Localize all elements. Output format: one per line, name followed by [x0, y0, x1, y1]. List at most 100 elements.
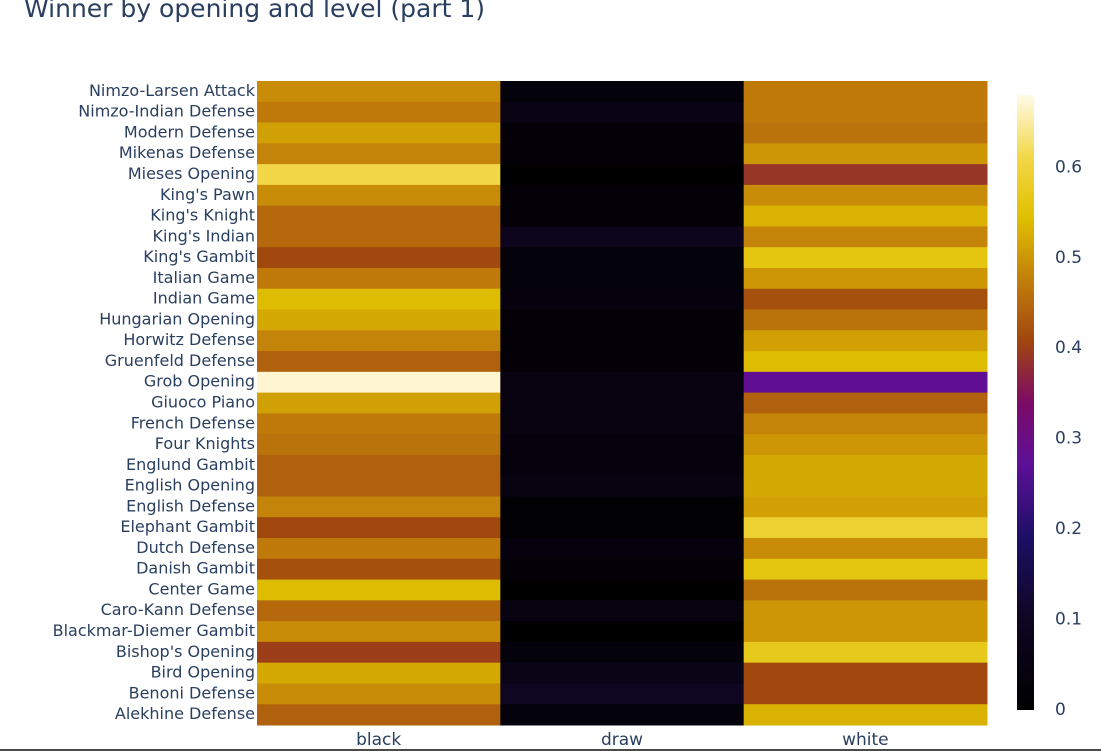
- heatmap-cell[interactable]: [500, 267, 745, 290]
- heatmap-cell[interactable]: [257, 143, 501, 165]
- heatmap-cell[interactable]: [743, 641, 988, 664]
- heatmap-cell[interactable]: [743, 662, 988, 684]
- heatmap-cell[interactable]: [257, 164, 501, 186]
- heatmap-cell[interactable]: [500, 351, 745, 373]
- heatmap-cell[interactable]: [743, 81, 988, 103]
- heatmap-cell[interactable]: [257, 371, 501, 394]
- heatmap-cell[interactable]: [500, 330, 745, 352]
- heatmap-cell[interactable]: [500, 309, 745, 331]
- heatmap-cell[interactable]: [500, 247, 745, 269]
- heatmap-cell[interactable]: [257, 351, 501, 373]
- heatmap-cell[interactable]: [743, 247, 988, 269]
- heatmap-cell[interactable]: [743, 621, 988, 643]
- heatmap-cell[interactable]: [257, 205, 501, 227]
- heatmap-cell[interactable]: [743, 351, 988, 373]
- heatmap-cell[interactable]: [257, 81, 501, 103]
- heatmap-cell[interactable]: [743, 330, 988, 352]
- heatmap-cell[interactable]: [743, 475, 988, 497]
- heatmap-cell[interactable]: [743, 101, 988, 124]
- heatmap-cell[interactable]: [500, 621, 745, 643]
- heatmap-cell[interactable]: [257, 621, 501, 643]
- heatmap-cell[interactable]: [743, 392, 988, 414]
- heatmap-cell[interactable]: [257, 454, 501, 477]
- heatmap-cell[interactable]: [257, 413, 501, 435]
- heatmap-cell[interactable]: [743, 184, 988, 207]
- heatmap-cell[interactable]: [257, 517, 501, 539]
- heatmap-cell[interactable]: [500, 558, 745, 581]
- heatmap-cell[interactable]: [500, 81, 745, 103]
- heatmap-cell[interactable]: [500, 122, 745, 144]
- heatmap-cell[interactable]: [743, 309, 988, 331]
- heatmap-cell[interactable]: [743, 517, 988, 539]
- heatmap-cell[interactable]: [257, 267, 501, 290]
- heatmap-cell[interactable]: [500, 454, 745, 477]
- heatmap-cell[interactable]: [500, 641, 745, 664]
- heatmap-cell[interactable]: [500, 226, 745, 248]
- heatmap-cell[interactable]: [500, 288, 745, 311]
- y-tick-label: Mieses Opening: [128, 164, 255, 183]
- heatmap-cell[interactable]: [257, 392, 501, 414]
- heatmap-cell[interactable]: [257, 288, 501, 311]
- heatmap-cell[interactable]: [257, 496, 501, 518]
- heatmap-cell[interactable]: [257, 641, 501, 664]
- colorbar-tick-label: 0.2: [1055, 519, 1082, 539]
- heatmap-cell[interactable]: [257, 434, 501, 456]
- heatmap-cell[interactable]: [257, 184, 501, 207]
- heatmap-cell[interactable]: [500, 704, 745, 726]
- heatmap-cell[interactable]: [743, 164, 988, 186]
- heatmap-cell[interactable]: [500, 413, 745, 435]
- heatmap-cell[interactable]: [257, 475, 501, 497]
- heatmap-cell[interactable]: [500, 101, 745, 124]
- heatmap-cell[interactable]: [743, 558, 988, 581]
- heatmap-cell[interactable]: [500, 579, 745, 601]
- heatmap-cell[interactable]: [743, 226, 988, 248]
- heatmap-cell[interactable]: [743, 205, 988, 227]
- heatmap-cell[interactable]: [257, 683, 501, 705]
- y-tick-label: Bishop's Opening: [116, 642, 255, 661]
- heatmap-cell[interactable]: [257, 558, 501, 581]
- y-tick-label: Danish Gambit: [136, 559, 255, 578]
- heatmap-cell[interactable]: [257, 101, 501, 124]
- heatmap-cell[interactable]: [500, 434, 745, 456]
- heatmap-cell[interactable]: [500, 683, 745, 705]
- heatmap-cell[interactable]: [743, 600, 988, 622]
- heatmap-cell[interactable]: [257, 330, 501, 352]
- heatmap-cell[interactable]: [743, 413, 988, 435]
- heatmap-cell[interactable]: [257, 538, 501, 560]
- heatmap-cell[interactable]: [500, 496, 745, 518]
- heatmap-cell[interactable]: [743, 683, 988, 705]
- heatmap-cell[interactable]: [743, 371, 988, 394]
- heatmap-cell[interactable]: [257, 579, 501, 601]
- heatmap-cell[interactable]: [743, 538, 988, 560]
- heatmap-cell[interactable]: [257, 662, 501, 684]
- heatmap-cell[interactable]: [257, 704, 501, 726]
- y-tick-label: Caro-Kann Defense: [101, 600, 255, 619]
- heatmap-cell[interactable]: [257, 600, 501, 622]
- heatmap-cell[interactable]: [500, 205, 745, 227]
- heatmap-cell[interactable]: [743, 579, 988, 601]
- heatmap-cell[interactable]: [500, 600, 745, 622]
- heatmap-cell[interactable]: [500, 143, 745, 165]
- y-tick-label: King's Indian: [153, 226, 255, 245]
- heatmap-cell[interactable]: [500, 164, 745, 186]
- heatmap-cell[interactable]: [743, 704, 988, 726]
- heatmap-cell[interactable]: [500, 184, 745, 207]
- heatmap-cell[interactable]: [257, 247, 501, 269]
- heatmap-cell[interactable]: [500, 475, 745, 497]
- heatmap-cell[interactable]: [500, 517, 745, 539]
- heatmap-cell[interactable]: [257, 226, 501, 248]
- heatmap-cell[interactable]: [743, 454, 988, 477]
- heatmap-cell[interactable]: [743, 288, 988, 311]
- heatmap-cell[interactable]: [743, 496, 988, 518]
- heatmap-cell[interactable]: [743, 434, 988, 456]
- heatmap-cell[interactable]: [500, 392, 745, 414]
- heatmap-cell[interactable]: [743, 143, 988, 165]
- heatmap-cell[interactable]: [257, 122, 501, 144]
- heatmap-cell[interactable]: [500, 662, 745, 684]
- heatmap-cell[interactable]: [500, 538, 745, 560]
- heatmap-cell[interactable]: [743, 122, 988, 144]
- heatmap-cell[interactable]: [743, 267, 988, 290]
- heatmap-cell[interactable]: [500, 371, 745, 394]
- heatmap-cell[interactable]: [257, 309, 501, 331]
